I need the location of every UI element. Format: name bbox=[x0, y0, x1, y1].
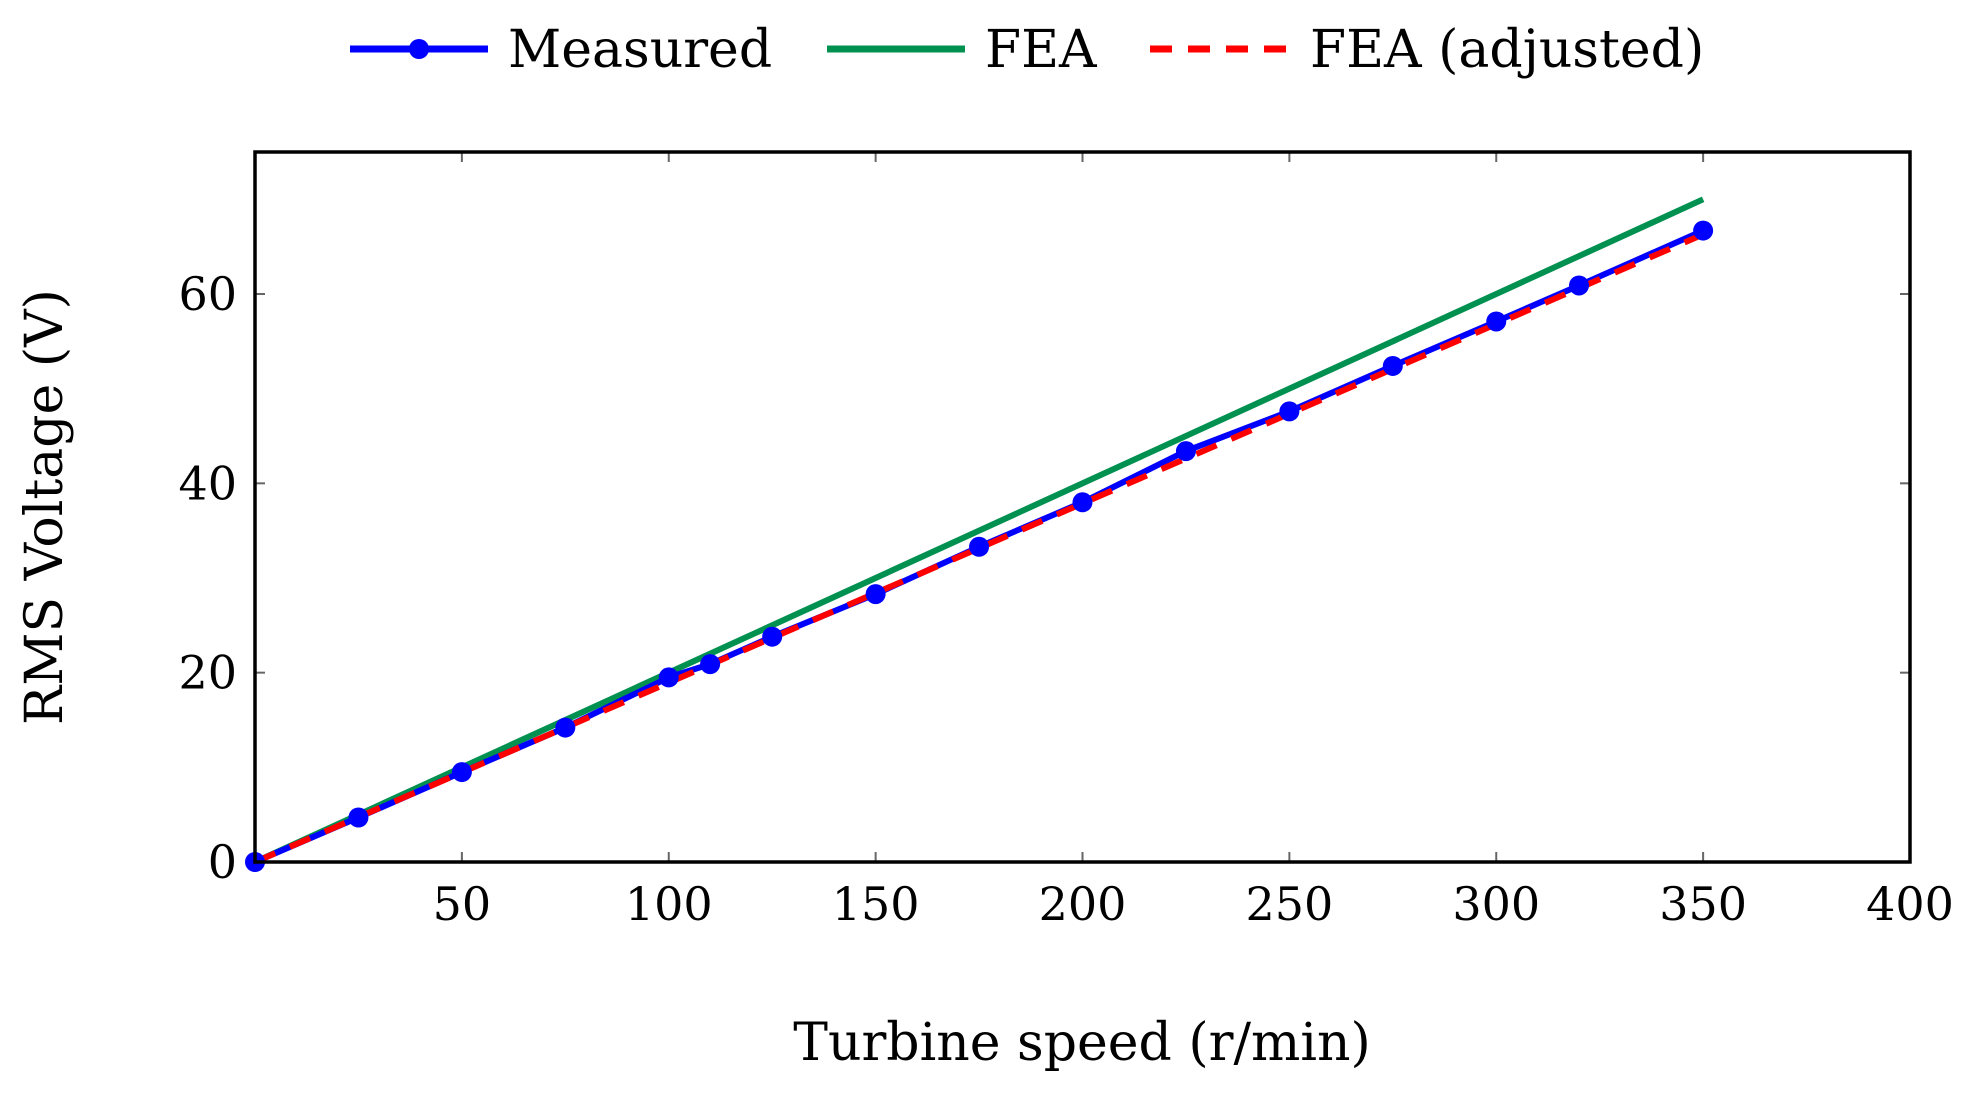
data-point-measured bbox=[451, 762, 472, 783]
x-tick-label: 200 bbox=[1039, 877, 1127, 931]
x-axis-title: Turbine speed (r/min) bbox=[793, 1013, 1370, 1073]
x-tick-label: 250 bbox=[1245, 877, 1333, 931]
x-tick-label: 350 bbox=[1659, 877, 1747, 931]
data-point-measured bbox=[969, 536, 990, 557]
y-tick-label: 60 bbox=[178, 267, 237, 321]
data-point-measured bbox=[1569, 275, 1589, 296]
data-point-measured bbox=[762, 626, 783, 647]
legend-measured-label: Measured bbox=[508, 20, 772, 80]
x-tick-label: 150 bbox=[832, 877, 920, 931]
legend-measured-marker bbox=[409, 39, 429, 59]
x-tick-label: 400 bbox=[1866, 877, 1954, 931]
y-tick-label: 20 bbox=[178, 646, 237, 700]
data-point-measured bbox=[1175, 441, 1196, 462]
legend-fea-label: FEA bbox=[985, 20, 1098, 80]
data-point-measured bbox=[1382, 355, 1403, 376]
y-axis-title: RMS Voltage (V) bbox=[15, 289, 75, 725]
tick-labels: 50 100 150 200 250 300 350 400 0 20 40 60 bbox=[178, 267, 1953, 931]
x-tick-label: 50 bbox=[433, 877, 492, 931]
plot-frame bbox=[253, 150, 1912, 864]
data-point-measured bbox=[348, 807, 369, 828]
legend: Measured FEA FEA (adjusted) bbox=[350, 20, 1704, 80]
legend-fea-adjusted-label: FEA (adjusted) bbox=[1310, 20, 1704, 80]
data-point-measured bbox=[1072, 492, 1093, 513]
series-line-fea bbox=[253, 196, 1705, 865]
data-point-measured bbox=[658, 667, 679, 688]
series-layer bbox=[245, 196, 1714, 872]
y-tick-label: 40 bbox=[178, 456, 237, 510]
data-point-measured bbox=[1693, 220, 1714, 241]
data-point-measured bbox=[1486, 311, 1507, 332]
data-point-measured bbox=[865, 584, 886, 605]
data-point-measured bbox=[555, 717, 576, 738]
x-tick-label: 100 bbox=[625, 877, 713, 931]
x-tick-label: 300 bbox=[1452, 877, 1540, 931]
data-point-measured bbox=[700, 654, 721, 675]
data-point-measured bbox=[1279, 401, 1300, 422]
y-tick-label: 0 bbox=[208, 835, 237, 889]
